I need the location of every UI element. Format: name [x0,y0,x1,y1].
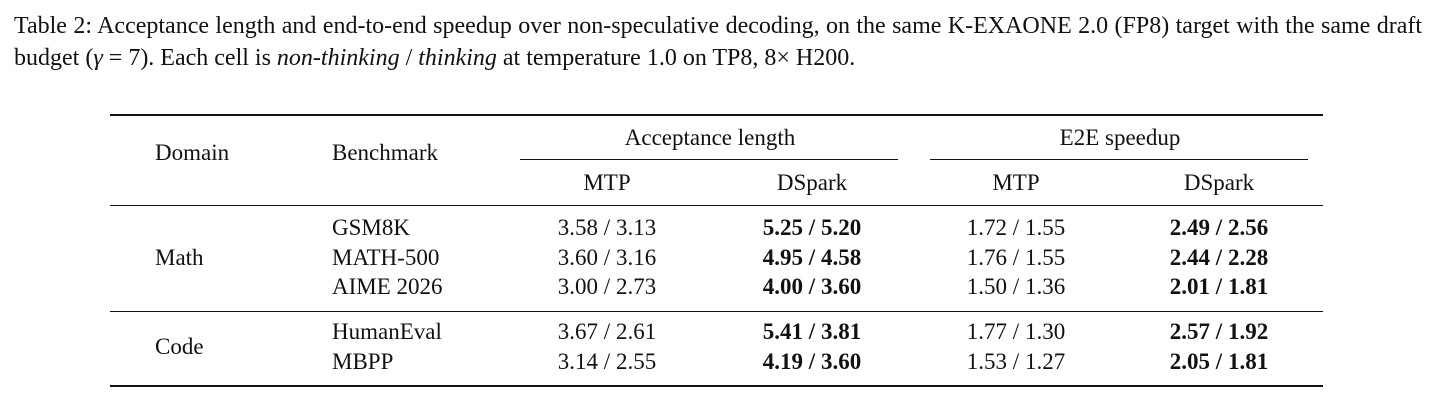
caption-text: / [399,45,419,71]
top-rule [110,114,1323,116]
header-subcolumn: MTP [992,170,1040,195]
caption-emphasis: thinking [418,45,497,71]
value-cell: 3.60 / 3.16 [557,244,657,270]
value-cell: 5.25 / 5.20 [762,215,862,240]
header-rule [110,205,1323,206]
caption-text: = 7). Each cell is [102,45,277,71]
header-benchmark: Benchmark [332,140,439,165]
value-cell: 4.95 / 4.58 [762,244,862,270]
value-cell: 1.53 / 1.27 [966,348,1066,374]
value-cell: 2.57 / 1.92 [1169,319,1269,344]
value-cell: 1.72 / 1.55 [966,215,1066,240]
value-cell: 3.14 / 2.55 [557,348,657,374]
header-domain: Domain [155,140,230,165]
value-cell: 3.67 / 2.61 [557,319,657,344]
group-rule [930,159,1308,160]
value-cell: 4.00 / 3.60 [762,274,862,300]
value-cell: 2.05 / 1.81 [1169,348,1269,374]
value-cell: 3.58 / 3.13 [557,215,657,240]
value-cell: 3.00 / 2.73 [557,274,657,300]
value-cell: 2.01 / 1.81 [1169,274,1269,300]
bottom-rule [110,385,1323,387]
caption-symbol: γ [93,45,103,71]
benchmark-cell: GSM8K [332,215,410,240]
header-subcolumn: MTP [583,170,631,195]
header-subcolumn: DSpark [776,170,848,195]
benchmark-cell: MATH-500 [332,244,440,270]
domain-cell: Code [155,333,204,359]
caption-text: at temperature 1.0 on TP8, 8× H200. [496,45,856,71]
value-cell: 1.77 / 1.30 [966,319,1066,344]
caption: Table 2: Acceptance length and end-to-en… [14,10,1422,74]
value-cell: 1.50 / 1.36 [966,274,1066,300]
value-cell: 5.41 / 3.81 [762,319,862,344]
header-group: E2E speedup [1059,125,1181,150]
caption-text: Table 2: Acceptance length and end-to-en… [14,13,1422,71]
benchmark-cell: MBPP [332,348,394,374]
benchmark-cell: AIME 2026 [332,274,443,300]
header-subcolumn: DSpark [1183,170,1255,195]
section-rule [110,311,1323,312]
caption-emphasis: non-thinking [276,45,400,71]
value-cell: 4.19 / 3.60 [762,348,862,374]
domain-cell: Math [155,244,204,270]
value-cell: 1.76 / 1.55 [966,244,1066,270]
group-rule [520,159,898,160]
value-cell: 2.49 / 2.56 [1169,215,1269,240]
value-cell: 2.44 / 2.28 [1169,244,1269,270]
benchmark-cell: HumanEval [332,319,442,344]
header-group: Acceptance length [624,125,796,150]
